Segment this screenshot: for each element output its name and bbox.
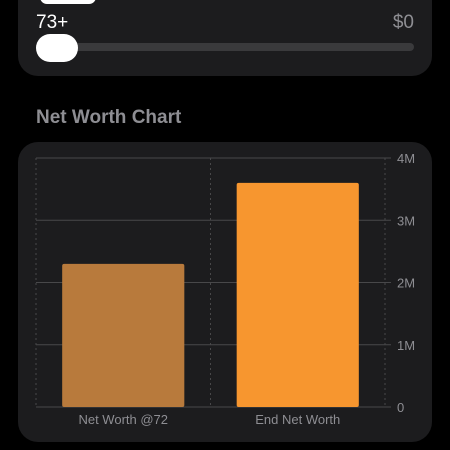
y-tick-label: 0: [397, 400, 404, 415]
age-label: 73+: [36, 12, 69, 33]
y-tick-label: 2M: [397, 276, 415, 291]
amount-label: $0: [392, 12, 414, 33]
slider-track[interactable]: [36, 43, 414, 51]
x-category-label: End Net Worth: [255, 412, 340, 427]
net-worth-chart: 0 1M 2M 3M 4M Net Worth @72 End Net Worth: [35, 151, 415, 427]
x-category-label: Net Worth @72: [78, 412, 168, 427]
retirement-age-card: [18, 0, 432, 76]
bar: [62, 263, 185, 407]
y-tick-label: 3M: [397, 213, 415, 228]
y-tick-label: 1M: [397, 338, 415, 353]
slider-thumb[interactable]: [36, 34, 78, 62]
y-tick-label: 4M: [397, 151, 415, 166]
upper-slider-thumb[interactable]: [40, 0, 96, 4]
section-title: Net Worth Chart: [36, 107, 182, 128]
bar: [236, 182, 359, 407]
net-worth-chart-card: 0 1M 2M 3M 4M Net Worth @72 End Net Worth: [18, 142, 432, 442]
